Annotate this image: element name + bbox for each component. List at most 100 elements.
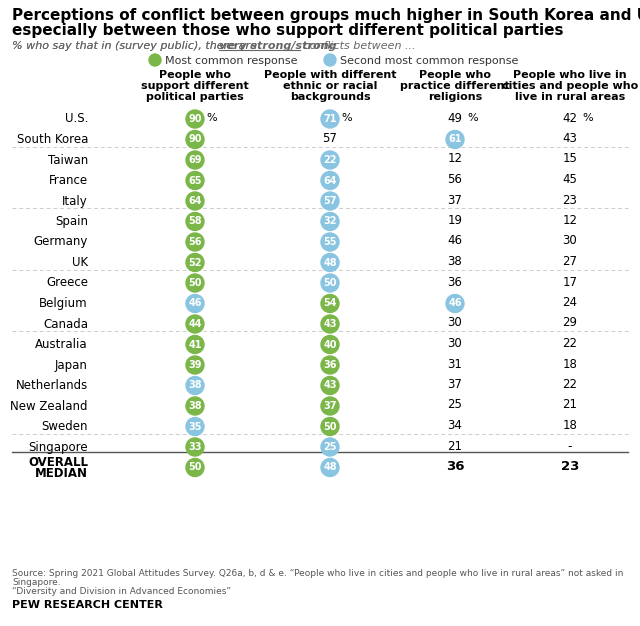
Text: 21: 21	[563, 399, 577, 411]
Text: 18: 18	[563, 419, 577, 432]
Text: %: %	[206, 113, 216, 123]
Circle shape	[149, 54, 161, 66]
Text: 37: 37	[323, 401, 337, 411]
Text: MEDIAN: MEDIAN	[35, 467, 88, 480]
Circle shape	[186, 458, 204, 476]
Text: 17: 17	[563, 275, 577, 289]
Text: 40: 40	[323, 339, 337, 349]
Text: 38: 38	[188, 401, 202, 411]
Text: 15: 15	[563, 153, 577, 165]
Text: 36: 36	[447, 275, 463, 289]
Text: cities and people who: cities and people who	[502, 81, 638, 91]
Text: 25: 25	[323, 442, 337, 452]
Text: ethnic or racial: ethnic or racial	[283, 81, 377, 91]
Text: 38: 38	[188, 381, 202, 391]
Circle shape	[186, 233, 204, 251]
Text: 52: 52	[188, 257, 202, 267]
Circle shape	[324, 54, 336, 66]
Text: South Korea: South Korea	[17, 133, 88, 146]
Circle shape	[446, 294, 464, 312]
Circle shape	[186, 110, 204, 128]
Text: 46: 46	[188, 299, 202, 309]
Text: People with different: People with different	[264, 70, 396, 80]
Text: 57: 57	[323, 196, 337, 206]
Text: Spain: Spain	[55, 215, 88, 228]
Text: 65: 65	[188, 175, 202, 185]
Text: Perceptions of conflict between groups much higher in South Korea and U.S.,: Perceptions of conflict between groups m…	[12, 8, 640, 23]
Text: 43: 43	[563, 132, 577, 145]
Circle shape	[321, 356, 339, 374]
Circle shape	[186, 130, 204, 148]
Text: religions: religions	[428, 92, 482, 102]
Text: 27: 27	[563, 255, 577, 268]
Text: 39: 39	[188, 360, 202, 370]
Text: 36: 36	[323, 360, 337, 370]
Text: Second most common response: Second most common response	[340, 56, 518, 66]
Circle shape	[321, 418, 339, 436]
Circle shape	[321, 233, 339, 251]
Text: U.S.: U.S.	[65, 113, 88, 125]
Text: 69: 69	[188, 155, 202, 165]
Text: 57: 57	[323, 132, 337, 145]
Text: live in rural areas: live in rural areas	[515, 92, 625, 102]
Circle shape	[186, 274, 204, 292]
Circle shape	[186, 356, 204, 374]
Text: %: %	[341, 113, 351, 123]
Circle shape	[186, 192, 204, 210]
Text: 19: 19	[447, 214, 463, 227]
Circle shape	[321, 315, 339, 333]
Text: Sweden: Sweden	[42, 420, 88, 433]
Circle shape	[321, 438, 339, 456]
Text: 30: 30	[447, 317, 462, 329]
Text: Australia: Australia	[35, 338, 88, 351]
Text: 33: 33	[188, 442, 202, 452]
Text: 50: 50	[188, 463, 202, 473]
Text: Greece: Greece	[46, 277, 88, 289]
Text: 21: 21	[447, 439, 463, 453]
Circle shape	[321, 294, 339, 312]
Circle shape	[321, 336, 339, 354]
Circle shape	[186, 315, 204, 333]
Text: OVERALL: OVERALL	[28, 456, 88, 469]
Text: 22: 22	[563, 337, 577, 350]
Text: PEW RESEARCH CENTER: PEW RESEARCH CENTER	[12, 600, 163, 610]
Circle shape	[186, 294, 204, 312]
Circle shape	[186, 376, 204, 394]
Circle shape	[446, 130, 464, 148]
Text: practice different: practice different	[400, 81, 510, 91]
Text: 50: 50	[323, 278, 337, 288]
Text: 36: 36	[445, 460, 464, 473]
Text: New Zealand: New Zealand	[10, 399, 88, 413]
Text: 46: 46	[447, 235, 463, 247]
Text: 31: 31	[447, 357, 463, 371]
Text: 58: 58	[188, 217, 202, 227]
Text: %: %	[582, 113, 593, 123]
Text: Source: Spring 2021 Global Attitudes Survey. Q26a, b, d & e. “People who live in: Source: Spring 2021 Global Attitudes Sur…	[12, 569, 623, 578]
Text: % who say that in (survey public), there are: % who say that in (survey public), there…	[12, 41, 260, 51]
Text: 90: 90	[188, 114, 202, 124]
Text: Singapore: Singapore	[28, 441, 88, 453]
Circle shape	[186, 151, 204, 169]
Text: 37: 37	[447, 193, 463, 207]
Text: 43: 43	[323, 381, 337, 391]
Circle shape	[186, 397, 204, 415]
Circle shape	[186, 438, 204, 456]
Text: 71: 71	[323, 114, 337, 124]
Circle shape	[186, 172, 204, 190]
Text: Japan: Japan	[55, 359, 88, 371]
Text: 64: 64	[323, 175, 337, 185]
Circle shape	[321, 212, 339, 230]
Circle shape	[186, 418, 204, 436]
Text: 56: 56	[447, 173, 463, 186]
Text: 56: 56	[188, 237, 202, 247]
Text: 90: 90	[188, 135, 202, 145]
Text: People who: People who	[159, 70, 231, 80]
Text: political parties: political parties	[146, 92, 244, 102]
Text: 38: 38	[447, 255, 462, 268]
Text: 49: 49	[447, 111, 463, 125]
Text: backgrounds: backgrounds	[290, 92, 371, 102]
Circle shape	[321, 397, 339, 415]
Text: 25: 25	[447, 399, 463, 411]
Text: “Diversity and Division in Advanced Economies”: “Diversity and Division in Advanced Econ…	[12, 587, 231, 596]
Text: Netherlands: Netherlands	[16, 379, 88, 392]
